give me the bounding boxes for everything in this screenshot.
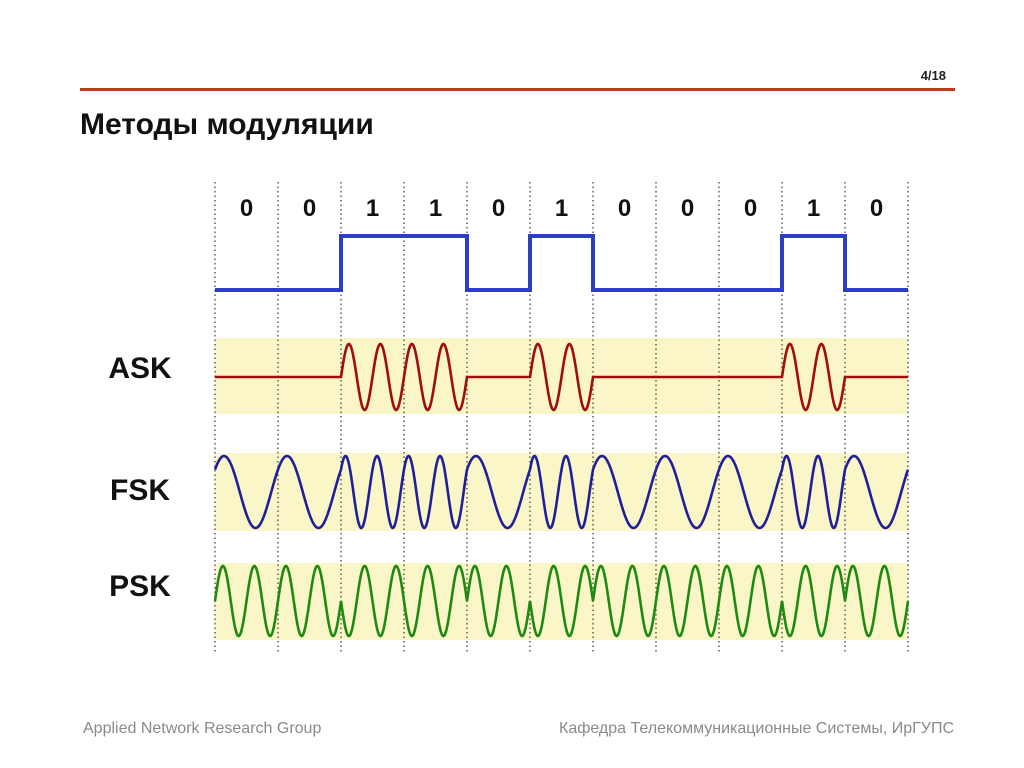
- bit-label: 0: [492, 195, 505, 222]
- digital-waveform: [215, 234, 908, 292]
- bit-dividers: [214, 182, 909, 652]
- row-label-psk: PSK: [109, 570, 171, 603]
- fsk-waveform: [213, 454, 910, 530]
- bit-label: 1: [366, 195, 379, 222]
- bit-label: 0: [870, 195, 883, 222]
- bit-label: 0: [681, 195, 694, 222]
- bit-labels: 0 0 1 1 0 1 0 0 0 1 0: [240, 195, 883, 222]
- page-number: 4/18: [920, 68, 946, 83]
- bit-label: 0: [303, 195, 316, 222]
- title-rule: [80, 88, 955, 91]
- bit-label: 0: [744, 195, 757, 222]
- bit-label: 0: [240, 195, 253, 222]
- bit-label: 0: [618, 195, 631, 222]
- row-label-fsk: FSK: [110, 474, 170, 507]
- bit-label: 1: [429, 195, 442, 222]
- psk-waveform: [213, 564, 910, 638]
- footer-department: Кафедра Телекоммуникационные Системы, Ир…: [559, 720, 954, 737]
- row-labels: ASK FSK PSK: [108, 352, 172, 603]
- slide-title: Методы модуляции: [80, 108, 374, 141]
- digital-signal: [215, 234, 908, 292]
- bit-label: 1: [555, 195, 568, 222]
- bit-label: 1: [807, 195, 820, 222]
- ask-waveform: [215, 342, 908, 412]
- modulated-signals: [213, 342, 910, 638]
- footer-organization: Applied Network Research Group: [83, 720, 322, 737]
- row-label-ask: ASK: [108, 352, 172, 385]
